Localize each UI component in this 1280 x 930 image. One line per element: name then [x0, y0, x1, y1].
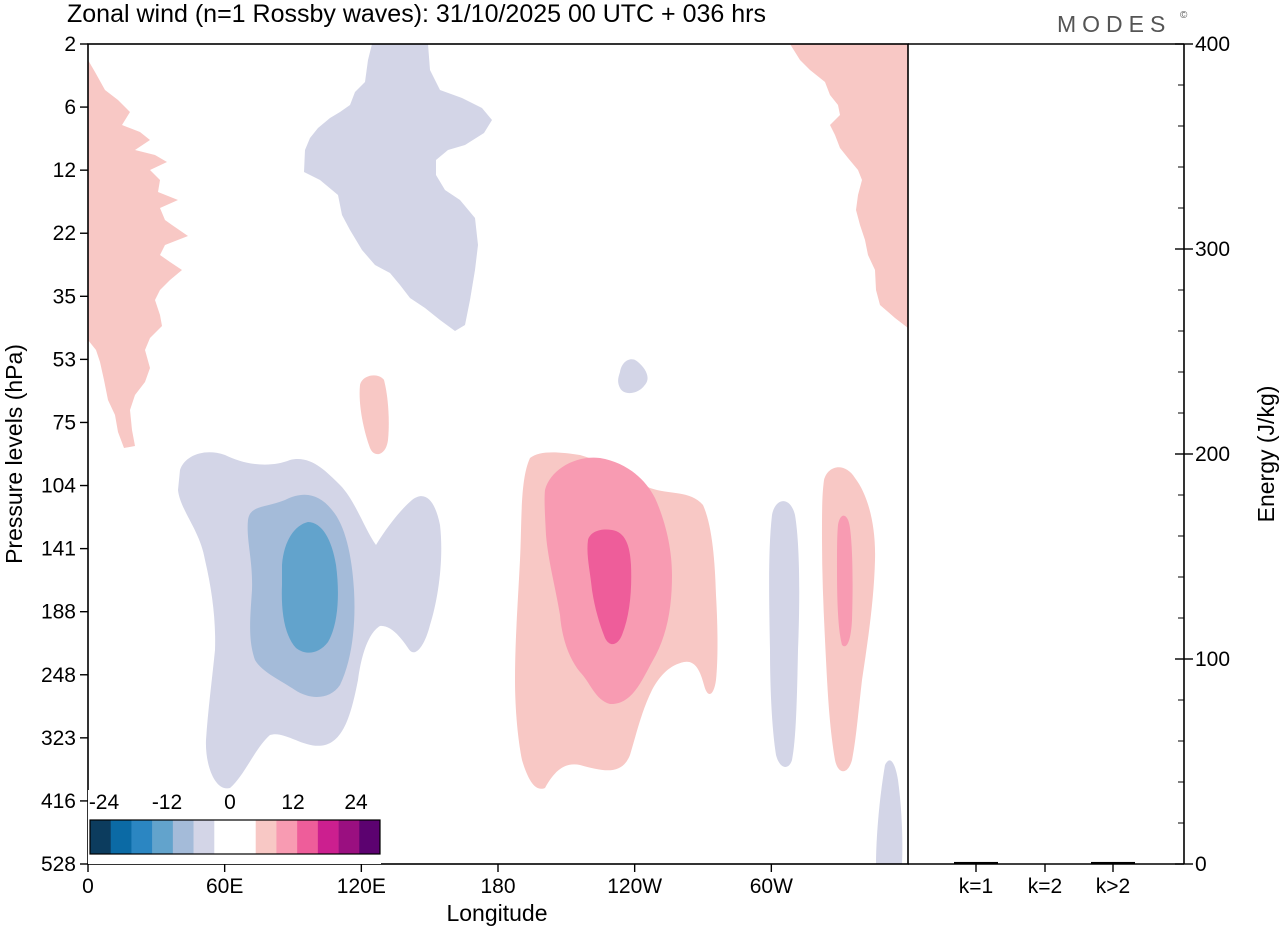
colorbar-swatch — [297, 820, 319, 854]
colorbar-label: 0 — [224, 791, 236, 814]
energy-bars: k=1 k=2 k>2 — [954, 861, 1135, 898]
y-tick-label: 188 — [41, 601, 76, 624]
energy-tick-label: 200 — [1195, 443, 1230, 466]
energy-bar — [954, 861, 998, 864]
colorbar-swatch — [152, 820, 174, 854]
colorbar-swatch — [235, 820, 257, 854]
contour-positive-lower-3 — [587, 529, 632, 645]
x-tick-label: 120E — [337, 875, 386, 898]
colorbar-label: -24 — [89, 791, 120, 814]
colorbar-swatch — [255, 820, 277, 854]
contour-field — [88, 44, 908, 864]
colorbar: -24 -12 0 12 24 — [88, 790, 381, 864]
contour-negative-lower-3 — [281, 522, 338, 653]
colorbar-swatch — [359, 820, 381, 854]
y-tick-label: 104 — [41, 475, 76, 498]
x-axis-label: Longitude — [446, 900, 547, 926]
colorbar-label: -12 — [152, 791, 182, 814]
brand-mark: © — [1180, 10, 1188, 21]
contour-negative-column — [769, 501, 800, 767]
y-tick-label: 323 — [41, 727, 76, 750]
colorbar-swatch — [338, 820, 360, 854]
y-tick-label: 2 — [64, 33, 76, 56]
colorbar-swatch — [193, 820, 215, 854]
contour-negative-small — [618, 359, 648, 394]
y-tick-label: 416 — [41, 790, 76, 813]
colorbar-labels: -24 -12 0 12 24 — [89, 791, 368, 814]
colorbar-swatch — [214, 820, 236, 854]
x-tick-label: 180 — [480, 875, 515, 898]
contour-positive-upper-right — [790, 44, 908, 328]
colorbar-label: 24 — [344, 791, 368, 814]
y-tick-label: 75 — [53, 411, 76, 434]
energy-category-label: k=2 — [1028, 875, 1062, 898]
y-tick-label: 6 — [64, 96, 76, 119]
contour-positive-column-2 — [837, 515, 853, 647]
y-tick-label: 248 — [41, 664, 76, 687]
colorbar-swatches — [89, 819, 381, 855]
energy-category-label: k>2 — [1096, 875, 1130, 898]
energy-bar — [1091, 861, 1135, 864]
x-tick-label: 60W — [750, 875, 793, 898]
energy-tick-label: 0 — [1195, 853, 1207, 876]
contour-positive-upper-left — [88, 60, 188, 448]
x-axis-ticks: 0 60E 120E 180 120W 60W — [82, 864, 793, 898]
colorbar-swatch — [172, 820, 194, 854]
colorbar-label: 12 — [281, 791, 304, 814]
x-tick-label: 120W — [607, 875, 662, 898]
energy-axis-label: Energy (J/kg) — [1253, 386, 1279, 523]
contour-positive-small — [359, 375, 389, 455]
y-tick-label: 141 — [41, 538, 76, 561]
colorbar-swatch — [90, 820, 112, 854]
contour-negative-upper — [304, 44, 492, 331]
colorbar-swatch — [131, 820, 153, 854]
x-tick-label: 0 — [82, 875, 94, 898]
brand-logo: MODES — [1057, 11, 1171, 37]
y-tick-label: 22 — [53, 222, 76, 245]
contour-negative-bottom-right — [876, 760, 903, 864]
energy-tick-label: 400 — [1195, 33, 1230, 56]
x-tick-label: 60E — [206, 875, 243, 898]
colorbar-frame — [89, 819, 381, 855]
colorbar-swatch — [276, 820, 298, 854]
y-tick-label: 35 — [53, 285, 76, 308]
colorbar-swatch — [317, 820, 339, 854]
energy-category-label: k=1 — [959, 875, 993, 898]
y-tick-label: 528 — [41, 853, 76, 876]
colorbar-swatch — [110, 820, 132, 854]
y-axis-ticks: 2 6 12 22 35 53 75 104 141 188 248 323 416 528 — [41, 33, 88, 876]
energy-tick-label: 100 — [1195, 648, 1230, 671]
y-tick-label: 12 — [53, 159, 76, 182]
y-axis-label: Pressure levels (hPa) — [1, 344, 27, 564]
chart-title: Zonal wind (n=1 Rossby waves): 31/10/202… — [67, 0, 766, 28]
y-tick-label: 53 — [53, 348, 76, 371]
energy-axis-ticks: 0 100 200 300 400 — [1175, 33, 1230, 876]
energy-tick-label: 300 — [1195, 238, 1230, 261]
